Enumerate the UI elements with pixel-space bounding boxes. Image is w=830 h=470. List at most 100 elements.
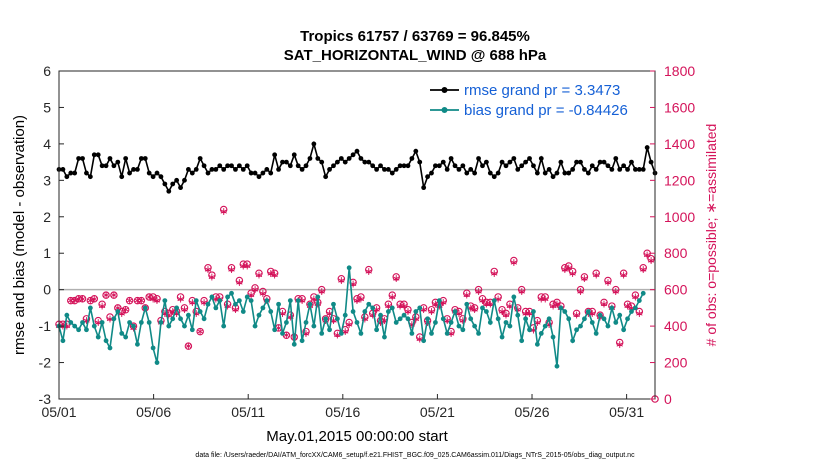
obs-possible-marker <box>121 305 130 314</box>
bias-point <box>338 331 344 336</box>
obs-assimilated-marker: ∗ <box>376 317 385 329</box>
obs-possible-marker <box>564 262 573 270</box>
obs-assimilated-marker: ∗ <box>458 315 467 327</box>
bias-point <box>582 316 587 322</box>
obs-assimilated-marker: ∗ <box>145 291 154 303</box>
bias-point <box>146 320 152 325</box>
obs-assimilated-marker: ∗ <box>333 330 342 342</box>
bias-point <box>421 338 427 344</box>
obs-possible-marker <box>384 300 393 308</box>
obs-assimilated-marker: ∗ <box>172 308 181 320</box>
obs-possible-marker <box>459 315 467 323</box>
obs-assimilated-marker: ∗ <box>286 312 295 324</box>
x-tick-label: 05/21 <box>420 404 455 420</box>
x-tick-label: 05/26 <box>514 404 549 420</box>
bias-point <box>609 305 615 311</box>
obs-possible-marker <box>204 264 212 272</box>
obs-assimilated-marker: ∗ <box>101 290 110 302</box>
obs-possible-marker <box>74 295 83 303</box>
y2-axis-label: # of obs: o=possible; ∗=assimilated <box>703 124 719 347</box>
bias-point <box>491 298 497 303</box>
bias-point <box>315 294 321 300</box>
obs-assimilated-marker: ∗ <box>466 302 475 314</box>
bias-point <box>476 331 481 336</box>
rmse-point <box>409 156 415 161</box>
rmse-point <box>284 159 289 165</box>
bias-point <box>425 316 430 322</box>
rmse-point <box>119 174 125 180</box>
obs-assimilated-marker: ∗ <box>297 295 306 307</box>
bias-point <box>574 327 579 333</box>
bias-point <box>511 294 517 300</box>
y-tick-label: 2 <box>43 209 51 225</box>
obs-possible-marker <box>219 205 228 214</box>
obs-assimilated-marker: ∗ <box>348 279 357 291</box>
obs-assimilated-marker: ∗ <box>164 310 173 322</box>
bias-point <box>413 309 419 314</box>
rmse-point <box>182 177 187 183</box>
obs-assimilated-marker: ∗ <box>82 315 91 327</box>
rmse-point <box>585 170 591 176</box>
obs-assimilated-marker: ∗ <box>517 286 526 298</box>
bias-point <box>256 312 262 318</box>
bias-point <box>217 298 223 303</box>
obs-assimilated-marker: ∗ <box>356 293 365 305</box>
obs-assimilated-marker: ∗ <box>168 306 177 318</box>
rmse-point <box>276 167 281 172</box>
rmse-point <box>515 167 521 172</box>
bias-point <box>625 316 630 322</box>
obs-possible-marker <box>490 267 498 276</box>
rmse-point <box>617 167 623 172</box>
rmse-point <box>205 170 211 176</box>
rmse-point <box>123 156 129 161</box>
rmse-point <box>648 159 654 165</box>
obs-possible-marker <box>125 296 134 305</box>
rmse-point <box>115 159 121 165</box>
y2-tick-label: 600 <box>664 282 688 298</box>
obs-possible-marker <box>572 309 581 318</box>
bias-point <box>460 327 466 333</box>
obs-assimilated-marker: ∗ <box>470 304 479 316</box>
bias-point <box>593 331 599 336</box>
bias-point <box>436 298 442 303</box>
obs-possible-marker <box>153 295 161 303</box>
rmse-point <box>370 163 376 169</box>
bias-point <box>389 305 395 311</box>
x-tick-label: 05/31 <box>609 404 644 420</box>
rmse-point <box>162 181 168 187</box>
rmse-point <box>609 167 615 172</box>
obs-assimilated-marker: ∗ <box>86 295 95 307</box>
rmse-point <box>287 163 293 169</box>
bias-point <box>193 298 199 303</box>
rmse-point <box>209 167 215 172</box>
obs-assimilated-marker: ∗ <box>529 324 538 336</box>
x-tick-label: 05/11 <box>231 404 265 420</box>
obs-possible-marker <box>259 287 267 296</box>
y2-tick-label: 800 <box>664 245 688 261</box>
obs-possible-marker <box>549 300 557 308</box>
obs-assimilated-marker: ∗ <box>117 308 126 320</box>
obs-assimilated-marker: ∗ <box>611 286 620 298</box>
rmse-point <box>201 163 207 169</box>
bias-point <box>303 320 309 325</box>
bias-point <box>272 327 278 333</box>
bias-point <box>123 334 129 340</box>
bias-point <box>534 341 540 347</box>
rmse-point <box>511 156 517 161</box>
obs-possible-marker <box>517 285 526 294</box>
rmse-point <box>625 167 630 172</box>
bias-point <box>166 323 172 329</box>
obs-assimilated-marker: ∗ <box>501 310 510 322</box>
rmse-point <box>444 167 450 172</box>
obs-assimilated-marker: ∗ <box>474 286 483 298</box>
obs-assimilated-marker: ∗ <box>454 308 463 320</box>
obs-possible-marker <box>78 295 87 303</box>
obs-possible-marker <box>266 267 275 276</box>
rmse-point <box>578 159 583 165</box>
y-tick-label: -3 <box>39 391 52 407</box>
rmse-point <box>401 163 407 169</box>
obs-possible-marker <box>82 315 91 323</box>
obs-possible-marker <box>110 291 118 299</box>
obs-assimilated-marker: ∗ <box>368 310 377 322</box>
bias-point <box>472 323 478 329</box>
